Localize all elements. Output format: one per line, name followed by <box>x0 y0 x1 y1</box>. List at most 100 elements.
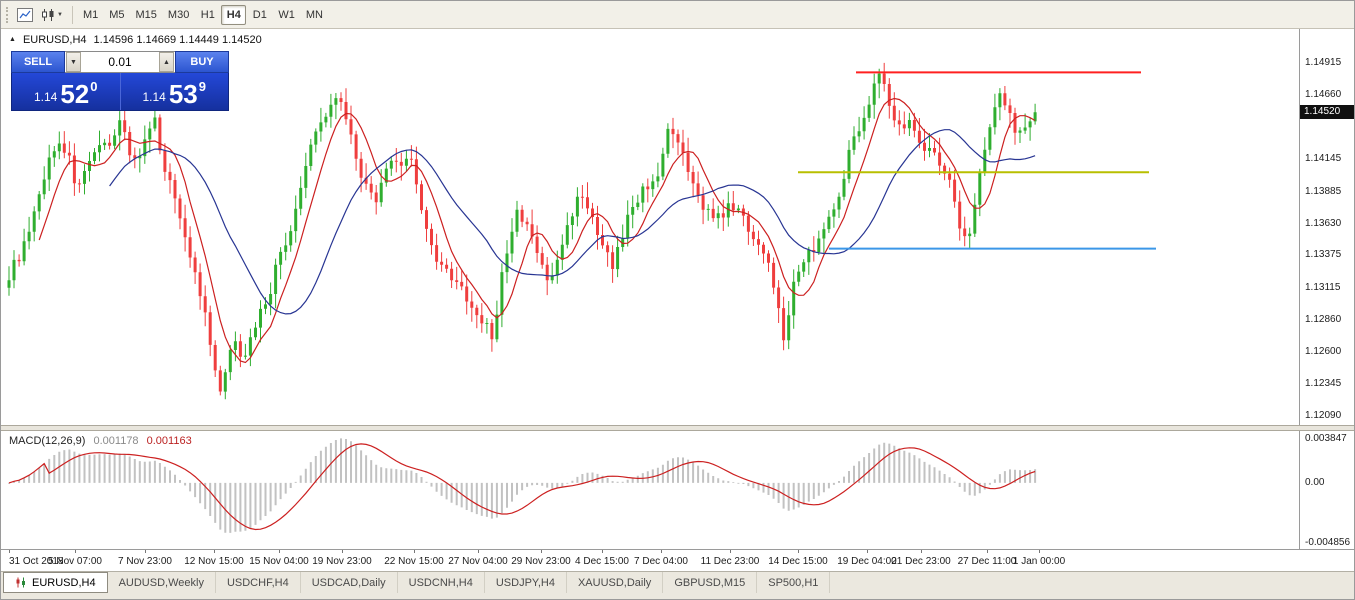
volume-input[interactable]: 0.01 <box>108 55 132 69</box>
trade-controls-row: SELL ▼ 0.01 ▲ BUY <box>11 51 229 73</box>
buy-price-pips: 53 <box>168 79 198 109</box>
time-axis-label: 22 Nov 15:00 <box>384 556 444 567</box>
toolbar-grip[interactable] <box>6 6 9 23</box>
macd-name: MACD(12,26,9) <box>9 435 86 447</box>
time-axis-label: 21 Dec 23:00 <box>891 556 951 567</box>
time-axis-tick <box>9 550 10 553</box>
volume-decrease-button[interactable]: ▼ <box>66 52 81 72</box>
price-axis[interactable]: 1.14915 1.14660 1.14145 1.13885 1.13630 1.133… <box>1299 29 1354 571</box>
time-axis-label: 29 Nov 23:00 <box>511 556 571 567</box>
time-axis-tick <box>214 550 215 553</box>
macd-axis-label: 0.003847 <box>1305 433 1347 444</box>
up-candle-bodies <box>7 73 1037 392</box>
time-axis-tick <box>987 550 988 553</box>
time-axis-label: 27 Dec 11:00 <box>957 556 1017 567</box>
chart-tab-usdjpy-h4[interactable]: USDJPY,H4 <box>485 572 567 593</box>
macd-axis-label: 0.00 <box>1305 476 1325 488</box>
sell-button[interactable]: SELL <box>11 51 65 73</box>
time-axis-tick <box>867 550 868 553</box>
new-chart-glyph <box>17 7 33 22</box>
toolbar-separator <box>71 5 73 24</box>
top-toolbar: ▼ M1 M5 M15 M30 H1 H4 D1 W1 MN <box>1 1 1354 29</box>
time-axis[interactable]: 31 Oct 2018 5 Nov 07:00 7 Nov 23:00 12 Nov … <box>1 549 1354 571</box>
buy-button[interactable]: BUY <box>175 51 229 73</box>
chart-tab-sp500-h1[interactable]: SP500,H1 <box>757 572 831 593</box>
one-click-trading-panel: SELL ▼ 0.01 ▲ BUY 1.14 52 0 1.14 53 9 <box>11 51 229 111</box>
buy-price-point: 9 <box>198 79 206 94</box>
chart-tab-label: USDCNH,H4 <box>408 576 473 589</box>
chart-tab-usdchf-h4[interactable]: USDCHF,H4 <box>216 572 301 593</box>
chart-tab-usdcad-daily[interactable]: USDCAD,Daily <box>301 572 398 593</box>
timeframe-button-m1[interactable]: M1 <box>82 8 99 21</box>
chart-tab-eurusd-h4[interactable]: EURUSD,H4 <box>3 572 108 593</box>
chart-tab-label: USDCHF,H4 <box>226 576 289 589</box>
timeframe-toolbar: M1 M5 M15 M30 H1 H4 D1 W1 MN <box>78 4 328 25</box>
time-axis-label: 15 Nov 04:00 <box>249 556 309 567</box>
time-axis-label: 19 Nov 23:00 <box>312 556 372 567</box>
price-axis-label: 1.12860 <box>1305 313 1342 325</box>
time-axis-tick <box>661 550 662 553</box>
chart-tab-xauusd-daily[interactable]: XAUUSD,Daily <box>567 572 664 593</box>
chart-type-icon[interactable]: ▼ <box>37 4 67 26</box>
price-chart[interactable] <box>1 29 1299 549</box>
time-axis-tick <box>414 550 415 553</box>
chart-tab-usdcnh-h4[interactable]: USDCNH,H4 <box>398 572 485 593</box>
price-axis-label: 1.13115 <box>1305 281 1341 293</box>
chart-tab-label: GBPUSD,M15 <box>674 576 746 589</box>
time-axis-tick <box>342 550 343 553</box>
trade-prices-row: 1.14 52 0 1.14 53 9 <box>11 73 229 111</box>
volume-increase-button[interactable]: ▲ <box>159 52 174 72</box>
chart-tab-icon <box>15 577 27 588</box>
indicator-splitter[interactable] <box>1 425 1354 431</box>
time-axis-tick <box>602 550 603 553</box>
one-click-toggle-icon[interactable]: ▲ <box>9 36 16 43</box>
time-axis-label: 12 Nov 15:00 <box>184 556 244 567</box>
timeframe-button-d1[interactable]: D1 <box>252 8 267 21</box>
candlestick-glyph <box>42 8 54 21</box>
timeframe-button-w1[interactable]: W1 <box>278 8 295 21</box>
sell-price-display[interactable]: 1.14 52 0 <box>12 73 121 110</box>
chart-info-line: ▲ EURUSD,H4 1.14596 1.14669 1.14449 1.14… <box>9 34 262 46</box>
price-axis-label: 1.12090 <box>1305 410 1342 421</box>
time-axis-label: 31 Oct 2018 <box>9 556 64 567</box>
time-axis-tick <box>730 550 731 553</box>
chart-type-caret-icon: ▼ <box>57 11 63 18</box>
buy-price-display[interactable]: 1.14 53 9 <box>121 73 229 110</box>
chart-tab-gbpusd-m15[interactable]: GBPUSD,M15 <box>663 572 758 593</box>
time-axis-tick <box>145 550 146 553</box>
new-chart-icon[interactable] <box>13 4 37 26</box>
buy-price-prefix: 1.14 <box>142 90 166 104</box>
ma-fast-line <box>38 97 1036 364</box>
up-candle-wicks <box>8 68 1036 400</box>
time-axis-tick <box>279 550 280 553</box>
chart-symbol-period: EURUSD,H4 <box>22 34 87 46</box>
time-axis-tick <box>921 550 922 553</box>
time-axis-label: 11 Dec 23:00 <box>700 556 760 567</box>
time-axis-label: 14 Dec 15:00 <box>768 556 828 567</box>
price-axis-label: 1.13630 <box>1305 217 1342 229</box>
timeframe-button-h4[interactable]: H4 <box>221 4 247 25</box>
volume-box: ▼ 0.01 ▲ <box>65 51 175 73</box>
time-axis-tick <box>541 550 542 553</box>
chart-tab-label: EURUSD,H4 <box>32 576 96 589</box>
timeframe-button-m5[interactable]: M5 <box>109 8 125 21</box>
macd-indicator-label: MACD(12,26,9) 0.001178 0.001163 <box>9 435 192 447</box>
macd-main-value: 0.001178 <box>93 435 139 447</box>
chart-tab-audusd-weekly[interactable]: AUDUSD,Weekly <box>108 572 216 593</box>
chart-window: ▲ EURUSD,H4 1.14596 1.14669 1.14449 1.14… <box>1 29 1354 571</box>
time-axis-label: 4 Dec 15:00 <box>575 556 629 567</box>
time-axis-tick <box>478 550 479 553</box>
timeframe-button-mn[interactable]: MN <box>305 8 323 21</box>
timeframe-button-m30[interactable]: M30 <box>167 8 190 21</box>
price-axis-label: 1.13375 <box>1305 249 1342 261</box>
chart-tab-label: AUDUSD,Weekly <box>118 576 204 589</box>
time-axis-label: 5 Nov 07:00 <box>48 556 102 567</box>
timeframe-button-m15[interactable]: M15 <box>135 8 157 21</box>
price-axis-label: 1.14915 <box>1305 56 1342 68</box>
timeframe-button-h1[interactable]: H1 <box>200 8 215 21</box>
time-axis-label: 1 Jan 00:00 <box>1012 556 1066 567</box>
price-axis-label: 1.14145 <box>1305 153 1342 165</box>
time-axis-tick <box>798 550 799 553</box>
chart-tab-label: SP500,H1 <box>768 576 819 589</box>
